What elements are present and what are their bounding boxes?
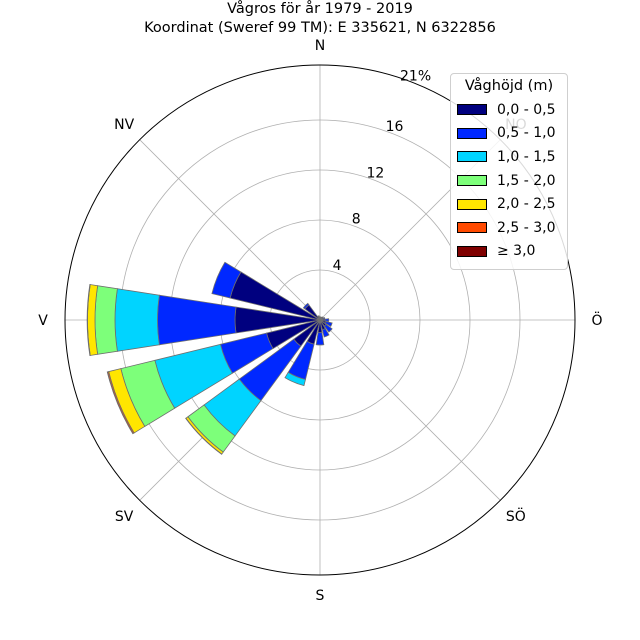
- direction-label: S: [316, 588, 325, 604]
- legend-label: 1,5 - 2,0: [497, 172, 556, 189]
- chart-title-line-1: Vågros för år 1979 - 2019: [227, 1, 413, 17]
- direction-label: V: [38, 313, 48, 329]
- legend-label: ≥ 3,0: [497, 243, 536, 260]
- bar-SSO-bin-2: [321, 327, 330, 338]
- legend-label: 0,0 - 0,5: [497, 101, 556, 118]
- legend-entry: ≥ 3,0: [457, 240, 561, 264]
- bar-V-bin-6: [86, 284, 91, 356]
- radial-tick-label: 16: [386, 119, 404, 135]
- chart-title-line-2: Koordinat (Sweref 99 TM): E 335621, N 63…: [144, 20, 496, 36]
- bar-S-bin-2: [315, 331, 325, 346]
- legend-swatch: [457, 175, 487, 187]
- bar-SSV-bin-3: [284, 371, 306, 387]
- bar-SV-bin-6: [185, 417, 223, 455]
- bar-Ö-bin-2: [324, 318, 330, 322]
- legend-swatch: [457, 127, 487, 139]
- direction-label: SV: [115, 509, 134, 525]
- legend-label: 2,5 - 3,0: [497, 219, 556, 236]
- grid-spoke-4: [319, 319, 501, 501]
- bar-SÖ-bin-2: [323, 323, 333, 333]
- bar-NV-bin-2: [302, 302, 310, 310]
- legend-entry: 0,5 - 1,0: [457, 122, 561, 146]
- bar-VNV-bin-2: [211, 261, 242, 299]
- legend-swatch: [457, 151, 487, 163]
- bar-V-bin-3: [114, 288, 160, 352]
- legend-entries: 0,0 - 0,5 0,5 - 1,0 1,0 - 1,5 1,5 - 2,0 2,0 …: [457, 98, 561, 263]
- grid-spoke-8: [139, 139, 321, 321]
- legend-title: Våghöjd (m): [464, 78, 554, 94]
- direction-label: NV: [114, 117, 134, 133]
- radial-tick-label: 4: [333, 258, 342, 274]
- legend-swatch: [457, 104, 487, 116]
- rose-bars: [86, 261, 333, 455]
- legend: Våghöjd (m) 0,0 - 0,5 0,5 - 1,0 1,0 - 1,5 1…: [450, 73, 568, 271]
- bar-ONO-bin-2: [322, 316, 326, 320]
- legend-entry: 0,0 - 0,5: [457, 98, 561, 122]
- legend-entry: 2,5 - 3,0: [457, 216, 561, 240]
- chart-title: Vågros för år 1979 - 2019 Koordinat (Swe…: [0, 0, 640, 38]
- legend-label: 0,5 - 1,0: [497, 125, 556, 142]
- legend-entry: 1,0 - 1,5: [457, 145, 561, 169]
- legend-label: 2,0 - 2,5: [497, 196, 556, 213]
- bar-VSV-bin-7: [106, 371, 134, 435]
- legend-swatch: [457, 198, 487, 210]
- legend-swatch: [457, 245, 487, 257]
- radial-tick-label: 12: [366, 165, 384, 181]
- radial-tick-label: 8: [352, 212, 361, 228]
- bar-OSO-bin-2: [324, 320, 333, 328]
- direction-label: Ö: [591, 311, 602, 329]
- bar-V-bin-2: [157, 294, 237, 346]
- legend-swatch: [457, 222, 487, 234]
- direction-label: N: [315, 38, 325, 54]
- radial-tick-label: 21%: [400, 68, 431, 84]
- legend-label: 1,0 - 1,5: [497, 148, 556, 165]
- legend-entry: 2,0 - 2,5: [457, 192, 561, 216]
- bar-NNV-bin-2: [317, 315, 320, 318]
- bar-V-bin-4: [94, 285, 118, 355]
- outer-circle: [64, 64, 576, 576]
- direction-label: SÖ: [506, 507, 526, 525]
- legend-entry: 1,5 - 2,0: [457, 169, 561, 193]
